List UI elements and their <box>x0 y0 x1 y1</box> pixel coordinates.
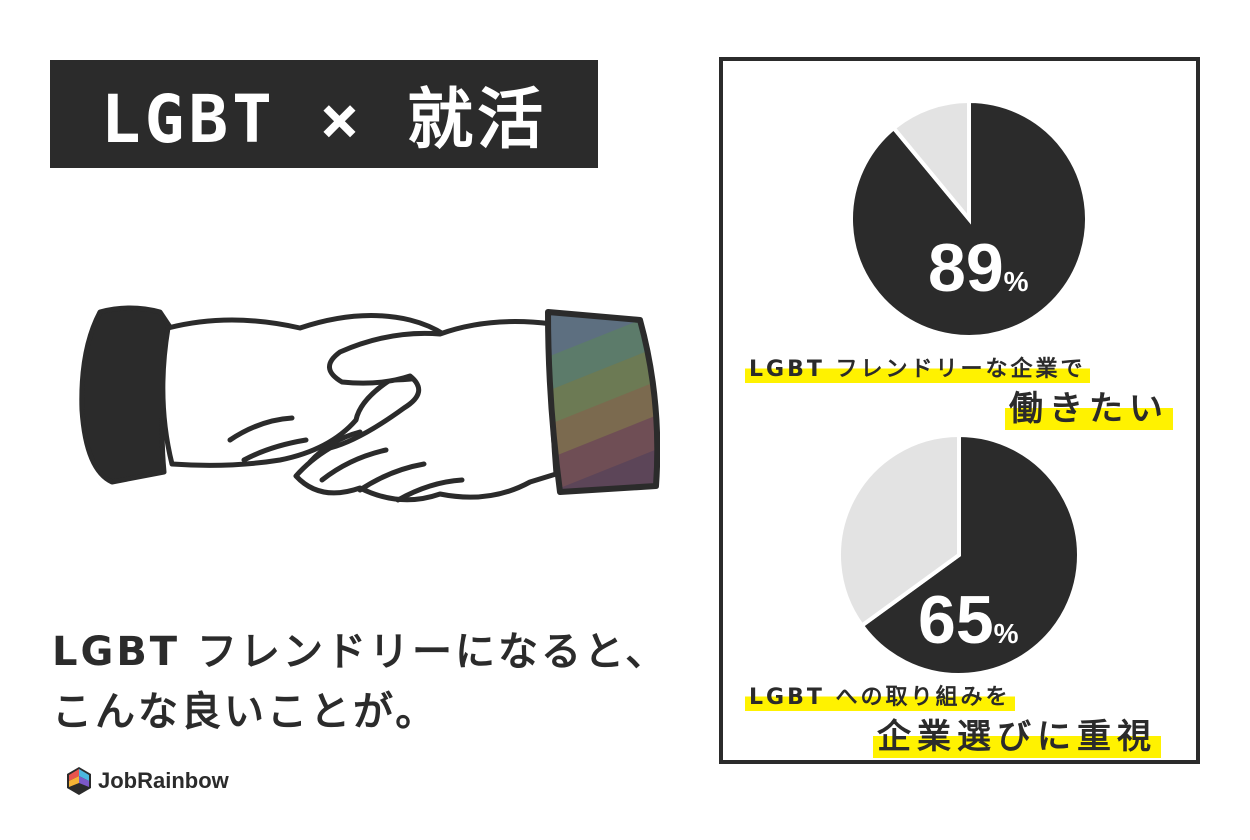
caption: LGBT フレンドリーになると、 こんな良いことが。 <box>52 622 668 742</box>
pie-2-value: 65 <box>918 582 994 658</box>
pie-1-caption-big: 働きたい <box>1005 381 1173 430</box>
pie-1-slice-2 <box>890 99 971 225</box>
pie-2-unit: % <box>993 618 1019 649</box>
stats-panel: 89% LGBT フレンドリーな企業で 働きたい 65% LGBT への取り組み… <box>719 57 1200 764</box>
pie-2-caption-big: 企業選びに重視 <box>873 709 1161 758</box>
caption-line-1: LGBT フレンドリーになると、 <box>52 629 669 675</box>
cuff-stripe <box>548 312 658 374</box>
pie-2-slice-1 <box>859 433 1081 677</box>
pie-2-percent: 65% <box>918 581 1019 659</box>
pie-1-percent: 89% <box>928 229 1029 307</box>
cuff-stripe <box>548 338 658 442</box>
rainbow-gem-icon <box>67 767 91 795</box>
handshake-illustration <box>79 305 660 503</box>
pie-2-slice-2 <box>837 433 961 629</box>
left-sleeve-icon <box>79 305 175 485</box>
brand-name: JobRainbow <box>98 768 229 793</box>
cuff-stripe <box>548 406 658 492</box>
caption-line-2: こんな良いことが。 <box>52 689 439 735</box>
cuff-stripe <box>548 372 658 476</box>
pie-1-unit: % <box>1003 266 1029 297</box>
brand-logo: JobRainbow <box>66 766 229 796</box>
pie-1-caption-small: LGBT フレンドリーな企業で <box>745 351 1090 383</box>
pie-chart-1 <box>849 99 1089 339</box>
title-banner: LGBT × 就活 <box>50 60 598 168</box>
pie-2-caption-small: LGBT への取り組みを <box>745 679 1015 711</box>
pie-chart-2 <box>837 433 1081 677</box>
pie-1-value: 89 <box>928 230 1004 306</box>
page-title: LGBT × 就活 <box>100 81 548 158</box>
rainbow-cuff-icon <box>548 312 658 492</box>
cuff-stripe <box>548 440 658 492</box>
